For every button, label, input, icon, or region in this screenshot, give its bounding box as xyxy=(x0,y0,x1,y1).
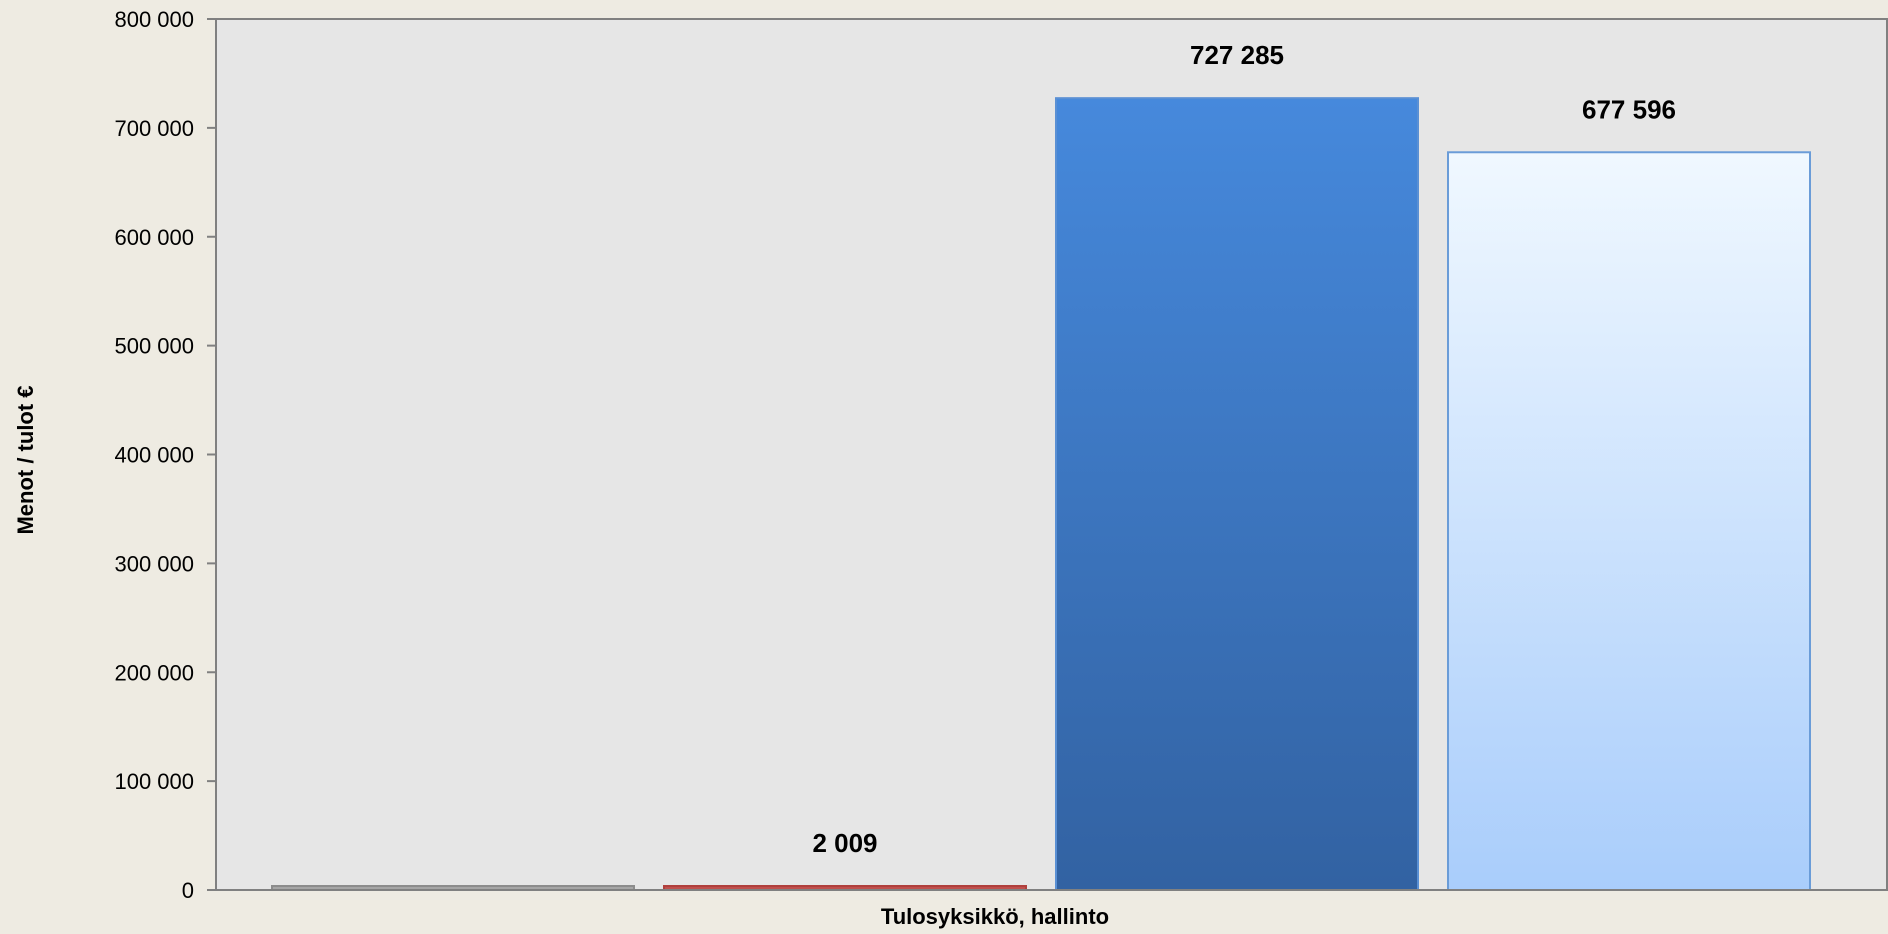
y-tick-label: 600 000 xyxy=(114,225,194,250)
y-tick-label: 200 000 xyxy=(114,660,194,685)
data-label-series-4: 677 596 xyxy=(1582,94,1676,124)
y-tick-label: 0 xyxy=(182,878,194,903)
y-axis: 0 100 000 200 000 300 000 400 000 500 000 600 … xyxy=(114,7,216,903)
bar-series-3 xyxy=(1055,97,1419,891)
y-tick-label: 500 000 xyxy=(114,334,194,359)
y-axis-title: Menot / tulot € xyxy=(13,385,38,534)
data-label-series-3: 727 285 xyxy=(1190,40,1284,70)
data-labels: 2 009 727 285 677 596 xyxy=(812,40,1676,858)
bar-series xyxy=(271,97,1811,892)
y-tick-label: 800 000 xyxy=(114,7,194,32)
data-label-series-2: 2 009 xyxy=(812,828,877,858)
y-tick-label: 100 000 xyxy=(114,769,194,794)
bar-series-4 xyxy=(1447,151,1811,892)
y-tick-label: 700 000 xyxy=(114,116,194,141)
y-tick-label: 400 000 xyxy=(114,443,194,468)
y-tick-label: 300 000 xyxy=(114,551,194,576)
x-axis-title: Tulosyksikkö, hallinto xyxy=(881,904,1109,929)
